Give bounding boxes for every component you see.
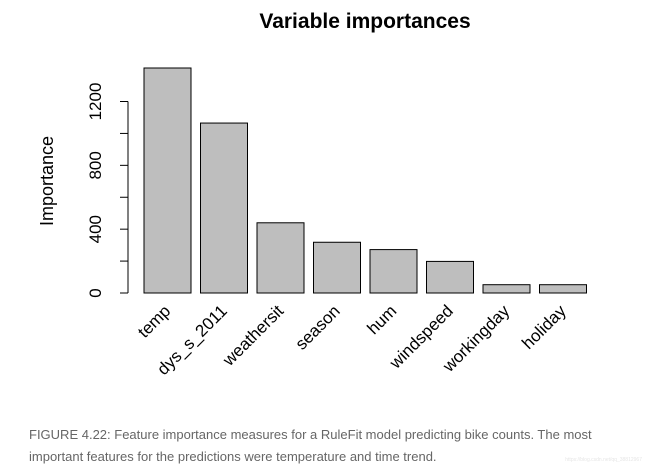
y-tick-label: 800 (86, 151, 105, 179)
x-tick-label: weathersit (218, 301, 287, 370)
bar-hum (369, 249, 418, 294)
x-tick-label: holiday (518, 301, 570, 353)
x-tick-label: hum (364, 301, 401, 338)
bar-workingday (482, 284, 531, 294)
x-tick-label: season (292, 301, 344, 353)
bar-holiday (539, 284, 587, 294)
caption-line-2: important features for the predictions w… (29, 449, 437, 464)
chart-title: Variable importances (259, 10, 470, 33)
y-tick-label: 1200 (86, 83, 105, 121)
bar-temp (143, 67, 192, 294)
bar-windspeed (426, 260, 474, 294)
figure-caption: FIGURE 4.22: Feature importance measures… (29, 424, 629, 468)
watermark: https://blog.csdn.net/qq_38812967 (565, 457, 642, 463)
y-tick-label: 400 (86, 215, 105, 243)
bar-season (313, 241, 361, 294)
bar-weathersit (256, 222, 305, 294)
x-tick-label: temp (134, 301, 174, 341)
bars (143, 67, 587, 294)
y-tick-label: 0 (86, 288, 105, 297)
bar-dys_s_2011 (200, 122, 248, 294)
y-axis: 0 400 800 1200 (86, 83, 129, 298)
variable-importance-chart: Variable importances Importance 0 400 800 1… (37, 10, 587, 379)
y-axis-label: Importance (37, 136, 57, 226)
caption-line-1: FIGURE 4.22: Feature importance measures… (29, 427, 592, 442)
